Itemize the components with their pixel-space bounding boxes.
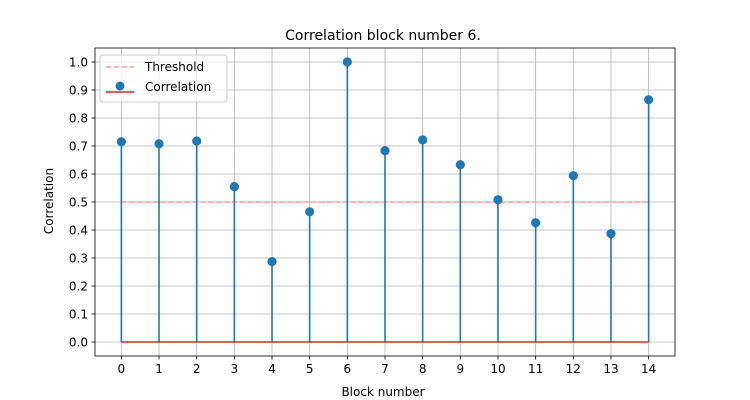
stem-marker	[305, 207, 315, 217]
x-tick-label: 8	[419, 362, 427, 376]
y-tick-label: 0.1	[69, 307, 88, 321]
x-tick-label: 7	[381, 362, 389, 376]
y-tick-label: 0.4	[69, 223, 88, 237]
x-tick-label: 5	[306, 362, 314, 376]
chart-title: Correlation block number 6.	[285, 28, 481, 44]
stem-marker	[531, 218, 541, 228]
marker-series	[116, 57, 654, 267]
x-axis-ticks: 0 1 2 3 4 5 6 7 8 9 10 11 12 13 14	[118, 356, 656, 376]
y-tick-label: 1.0	[69, 55, 88, 69]
stem-marker	[192, 136, 202, 146]
stem-marker	[267, 257, 277, 267]
x-tick-label: 14	[641, 362, 656, 376]
stem-marker	[606, 229, 616, 239]
stem-marker	[154, 139, 164, 149]
y-tick-label: 0.8	[69, 111, 88, 125]
x-tick-label: 1	[155, 362, 163, 376]
y-axis-ticks: 0.0 0.1 0.2 0.3 0.4 0.5 0.6 0.7 0.8 0.9 1.0	[69, 55, 95, 349]
y-tick-label: 0.9	[69, 83, 88, 97]
legend-marker-swatch	[115, 81, 125, 91]
stem-marker	[342, 57, 352, 67]
legend-correlation-label: Correlation	[145, 80, 211, 94]
stem-marker	[455, 160, 465, 170]
stem-marker	[380, 146, 390, 156]
x-tick-label: 3	[231, 362, 239, 376]
x-tick-label: 12	[566, 362, 581, 376]
x-tick-label: 4	[268, 362, 276, 376]
legend: Threshold Correlation	[99, 54, 228, 103]
x-tick-label: 9	[457, 362, 465, 376]
stem-marker	[229, 182, 239, 192]
x-tick-label: 13	[603, 362, 618, 376]
y-tick-label: 0.6	[69, 167, 88, 181]
x-tick-label: 10	[490, 362, 505, 376]
legend-threshold-label: Threshold	[144, 60, 204, 74]
stem-marker	[116, 137, 126, 147]
y-tick-label: 0.0	[69, 335, 88, 349]
stem-series	[120, 62, 650, 342]
x-axis-label: Block number	[341, 385, 424, 399]
x-tick-label: 0	[118, 362, 126, 376]
y-tick-label: 0.5	[69, 195, 88, 209]
stem-marker	[568, 171, 578, 181]
x-tick-label: 2	[193, 362, 201, 376]
stem-marker	[493, 195, 503, 205]
stem-marker	[418, 135, 428, 145]
x-tick-label: 11	[528, 362, 543, 376]
y-tick-label: 0.2	[69, 279, 88, 293]
x-tick-label: 6	[344, 362, 352, 376]
y-tick-label: 0.7	[69, 139, 88, 153]
y-axis-label: Correlation	[42, 168, 56, 234]
y-tick-label: 0.3	[69, 251, 88, 265]
stem-marker	[644, 95, 654, 105]
